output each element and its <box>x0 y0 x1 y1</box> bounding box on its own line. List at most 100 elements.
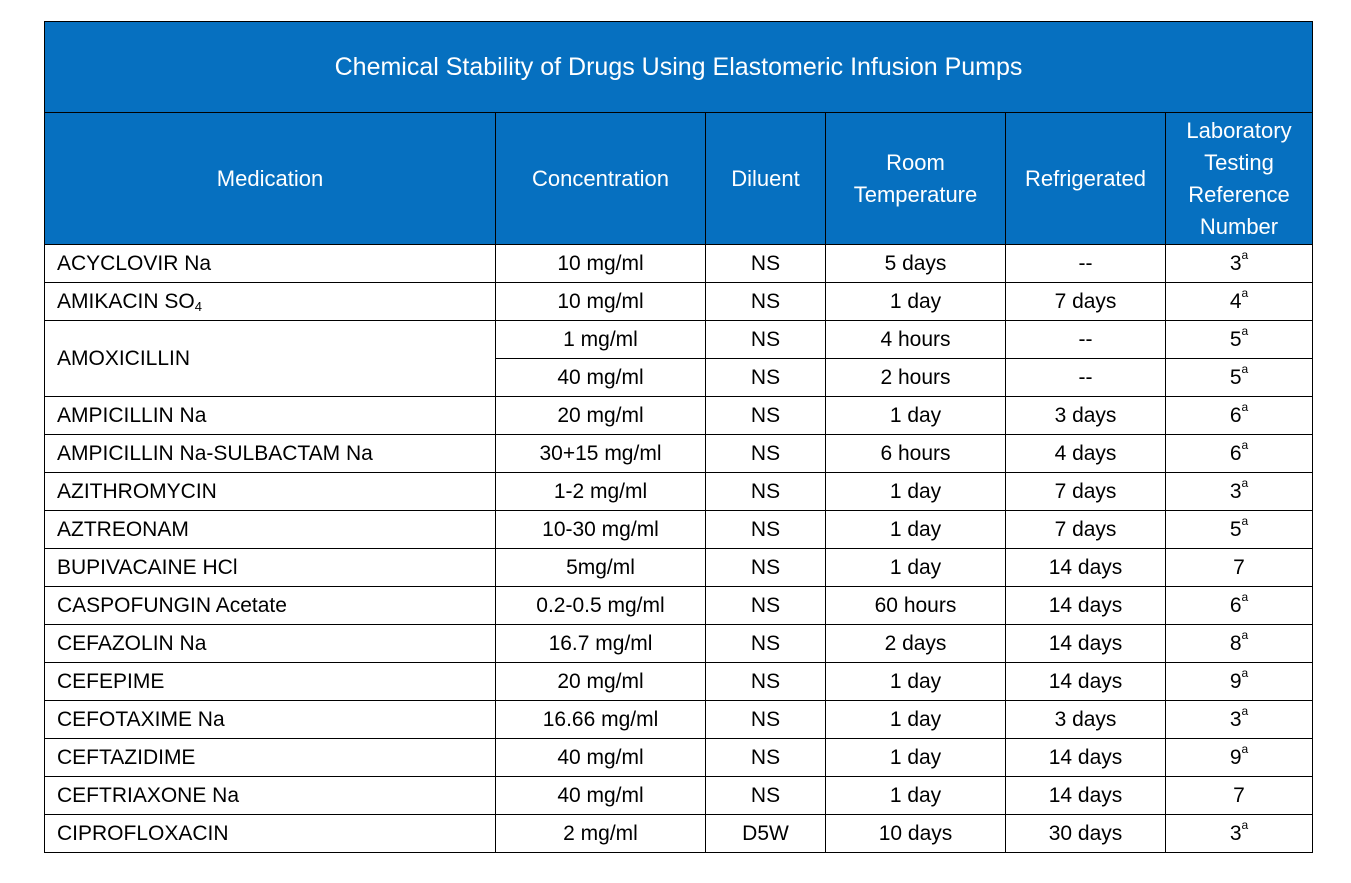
cell-refrigerated-text: 7 days <box>1054 289 1117 313</box>
cell-reference: 7 <box>1165 548 1313 587</box>
cell-concentration: 0.2-0.5 mg/ml <box>495 586 706 625</box>
cell-room-temperature-text: 1 day <box>889 783 942 807</box>
cell-refrigerated: -- <box>1005 244 1166 283</box>
cell-concentration: 10-30 mg/ml <box>495 510 706 549</box>
cell-refrigerated: 30 days <box>1005 814 1166 853</box>
reference-number: 6 <box>1229 441 1242 465</box>
cell-diluent-text: NS <box>750 783 781 807</box>
cell-medication: AZITHROMYCIN <box>44 472 496 511</box>
medication-name: CEFTAZIDIME <box>57 745 196 769</box>
cell-medication: ACYCLOVIR Na <box>44 244 496 283</box>
table-row: AMPICILLIN Na-SULBACTAM Na 30+15 mg/ml NS 6… <box>44 434 1313 473</box>
cell-room-temperature: 1 day <box>825 776 1006 815</box>
cell-diluent-text: NS <box>750 631 781 655</box>
header-refrigerated: Refrigerated <box>1005 112 1166 245</box>
cell-room-temperature: 5 days <box>825 244 1006 283</box>
table-row: 40 mg/ml NS 2 hours -- 5a <box>45 358 1313 397</box>
table-row: CEFOTAXIME Na 16.66 mg/ml NS 1 day 3 days 3a <box>44 700 1313 739</box>
table-row: CASPOFUNGIN Acetate 0.2-0.5 mg/ml NS 60 hou… <box>44 586 1313 625</box>
header-room-temperature: Room Temperature <box>825 112 1006 245</box>
cell-concentration-text: 30+15 mg/ml <box>539 441 662 465</box>
table-row: CIPROFLOXACIN 2 mg/ml D5W 10 days 30 days 3a <box>44 814 1313 853</box>
cell-refrigerated-text: 7 days <box>1054 479 1117 503</box>
cell-refrigerated: -- <box>1005 358 1166 397</box>
cell-concentration-text: 0.2-0.5 mg/ml <box>536 593 665 617</box>
cell-concentration: 20 mg/ml <box>495 396 706 435</box>
cell-room-temperature: 1 day <box>825 548 1006 587</box>
cell-room-temperature-text: 6 hours <box>880 441 951 465</box>
cell-room-temperature: 60 hours <box>825 586 1006 625</box>
cell-refrigerated-text: 3 days <box>1054 707 1117 731</box>
cell-room-temperature: 1 day <box>825 700 1006 739</box>
cell-concentration-text: 10-30 mg/ml <box>542 517 659 541</box>
reference-number: 8 <box>1229 631 1242 655</box>
cell-diluent: NS <box>705 320 826 359</box>
cell-concentration-text: 40 mg/ml <box>557 745 644 769</box>
cell-room-temperature-text: 5 days <box>884 251 947 275</box>
cell-concentration: 16.7 mg/ml <box>495 624 706 663</box>
cell-medication: CEFAZOLIN Na <box>44 624 496 663</box>
medication-name: AMPICILLIN Na <box>57 403 207 427</box>
cell-concentration: 1 mg/ml <box>495 320 706 359</box>
reference-number: 6 <box>1229 403 1242 427</box>
cell-diluent: NS <box>705 244 826 283</box>
cell-concentration: 20 mg/ml <box>495 662 706 701</box>
medication-name: CEFAZOLIN Na <box>57 631 207 655</box>
reference-footnote-marker: a <box>1241 247 1249 262</box>
cell-room-temperature: 1 day <box>825 662 1006 701</box>
reference-footnote-marker: a <box>1241 741 1249 756</box>
cell-room-temperature: 1 day <box>825 396 1006 435</box>
reference-footnote-marker: a <box>1241 475 1249 490</box>
cell-refrigerated-text: 14 days <box>1048 745 1123 769</box>
cell-room-temperature-text: 1 day <box>889 555 942 579</box>
cell-diluent-text: NS <box>750 593 781 617</box>
reference-number: 4 <box>1229 289 1242 313</box>
reference-number: 3 <box>1229 707 1242 731</box>
cell-diluent-text: NS <box>750 745 781 769</box>
medication-name: CEFTRIAXONE Na <box>57 783 240 807</box>
medication-name: AMOXICILLIN <box>57 346 191 370</box>
cell-room-temperature-text: 1 day <box>889 517 942 541</box>
cell-concentration: 1-2 mg/ml <box>495 472 706 511</box>
cell-diluent-text: NS <box>750 289 781 313</box>
reference-number: 6 <box>1229 593 1242 617</box>
header-medication: Medication <box>44 112 496 245</box>
cell-concentration-text: 1-2 mg/ml <box>553 479 648 503</box>
medication-name: ACYCLOVIR Na <box>57 251 212 275</box>
cell-medication: CEFEPIME <box>44 662 496 701</box>
cell-reference: 6a <box>1165 586 1313 625</box>
cell-diluent-text: NS <box>750 365 781 389</box>
reference-footnote-marker: a <box>1241 703 1249 718</box>
cell-concentration: 10 mg/ml <box>495 244 706 283</box>
cell-diluent-text: NS <box>750 441 781 465</box>
cell-room-temperature-text: 60 hours <box>874 593 957 617</box>
cell-refrigerated-text: 4 days <box>1054 441 1117 465</box>
cell-refrigerated-text: 14 days <box>1048 631 1123 655</box>
cell-reference: 8a <box>1165 624 1313 663</box>
cell-diluent: NS <box>705 586 826 625</box>
cell-medication: AMPICILLIN Na-SULBACTAM Na <box>44 434 496 473</box>
table-row: CEFAZOLIN Na 16.7 mg/ml NS 2 days 14 days 8a <box>44 624 1313 663</box>
cell-diluent: NS <box>705 434 826 473</box>
cell-room-temperature-text: 2 hours <box>880 365 951 389</box>
medication-subscript: 4 <box>194 298 202 314</box>
table-row: ACYCLOVIR Na 10 mg/ml NS 5 days -- 3a <box>44 244 1313 283</box>
reference-number: 3 <box>1229 821 1242 845</box>
reference-number: 3 <box>1229 479 1242 503</box>
cell-refrigerated: 7 days <box>1005 472 1166 511</box>
medication-name: AMPICILLIN Na-SULBACTAM Na <box>57 441 373 465</box>
table-row: AZITHROMYCIN 1-2 mg/ml NS 1 day 7 days 3a <box>44 472 1313 511</box>
reference-number: 9 <box>1229 669 1242 693</box>
cell-refrigerated: 4 days <box>1005 434 1166 473</box>
medication-name: AZITHROMYCIN <box>57 479 217 503</box>
reference-number: 5 <box>1229 517 1242 541</box>
cell-medication: CEFTAZIDIME <box>44 738 496 777</box>
cell-reference: 3a <box>1165 814 1313 853</box>
cell-diluent: NS <box>705 662 826 701</box>
cell-room-temperature: 1 day <box>825 472 1006 511</box>
cell-room-temperature: 1 day <box>825 738 1006 777</box>
cell-diluent: D5W <box>705 814 826 853</box>
reference-footnote-marker: a <box>1241 361 1249 376</box>
cell-refrigerated: 14 days <box>1005 776 1166 815</box>
reference-number: 7 <box>1233 555 1245 579</box>
